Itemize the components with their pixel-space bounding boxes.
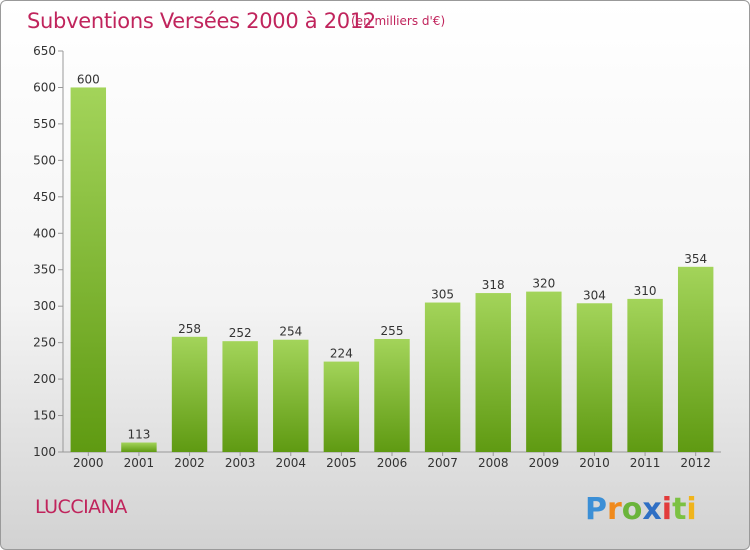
bar-data-label: 305 bbox=[431, 288, 454, 302]
x-tick-label: 2000 bbox=[73, 456, 104, 470]
x-tick-label: 2011 bbox=[630, 456, 661, 470]
bar-data-label: 254 bbox=[279, 325, 302, 339]
bar-data-label: 600 bbox=[77, 72, 100, 86]
bar bbox=[374, 338, 410, 452]
chart-unit: (en milliers d'€) bbox=[351, 14, 446, 28]
bar bbox=[273, 339, 309, 452]
x-tick-label: 2012 bbox=[680, 456, 711, 470]
x-tick-label: 2006 bbox=[377, 456, 408, 470]
bar bbox=[526, 291, 562, 452]
y-tick-label: 350 bbox=[33, 263, 56, 277]
bar bbox=[576, 303, 613, 452]
x-tick-label: 2005 bbox=[326, 456, 357, 470]
bar-data-label: 224 bbox=[330, 347, 353, 361]
bar-data-label: 310 bbox=[634, 284, 657, 298]
y-tick-label: 250 bbox=[33, 336, 56, 350]
bar bbox=[171, 336, 208, 452]
bar-data-label: 258 bbox=[178, 322, 201, 336]
bar-data-label: 354 bbox=[684, 252, 707, 266]
bar bbox=[475, 293, 511, 452]
chart-title: Subventions Versées 2000 à 2012 bbox=[27, 9, 376, 33]
y-tick-label: 450 bbox=[33, 190, 56, 204]
proxiti-logo-icon: Proxiti bbox=[585, 492, 695, 527]
x-tick-label: 2002 bbox=[174, 456, 205, 470]
x-tick-label: 2008 bbox=[478, 456, 509, 470]
y-tick-label: 300 bbox=[33, 299, 56, 313]
bar bbox=[677, 266, 714, 452]
chart-bars: 600 113 258 252 254 224 255 305 318 320 304 310 354 bbox=[70, 72, 714, 453]
x-tick-label: 2010 bbox=[579, 456, 610, 470]
x-tick-label: 2009 bbox=[529, 456, 560, 470]
bar-data-label: 304 bbox=[583, 288, 606, 302]
bar bbox=[70, 87, 107, 453]
x-tick-label: 2003 bbox=[225, 456, 256, 470]
bar bbox=[424, 302, 461, 452]
bar bbox=[627, 298, 663, 452]
bar-data-label: 320 bbox=[532, 277, 555, 291]
x-tick-label: 2007 bbox=[427, 456, 458, 470]
y-tick-label: 150 bbox=[33, 409, 56, 423]
bar-data-label: 255 bbox=[381, 324, 404, 338]
y-tick-label: 550 bbox=[33, 117, 56, 131]
x-tick-label: 2004 bbox=[275, 456, 306, 470]
y-tick-label: 650 bbox=[33, 44, 56, 58]
chart-axes: 100 150 200 250 300 350 400 450 500 550 600 650 2000… bbox=[33, 44, 721, 470]
y-tick-label: 600 bbox=[33, 80, 56, 94]
bar-data-label: 113 bbox=[127, 428, 150, 442]
bar bbox=[121, 442, 157, 452]
svg-text:Proxiti: Proxiti bbox=[585, 492, 695, 527]
bar bbox=[323, 361, 360, 452]
x-tick-label: 2001 bbox=[124, 456, 155, 470]
bar-data-label: 318 bbox=[482, 278, 505, 292]
y-tick-label: 500 bbox=[33, 153, 56, 167]
bar-data-label: 252 bbox=[229, 326, 252, 340]
y-tick-label: 200 bbox=[33, 372, 56, 386]
y-tick-label: 100 bbox=[33, 445, 56, 459]
y-tick-label: 400 bbox=[33, 226, 56, 240]
commune-name: LUCCIANA bbox=[35, 496, 127, 518]
bar bbox=[222, 341, 258, 452]
